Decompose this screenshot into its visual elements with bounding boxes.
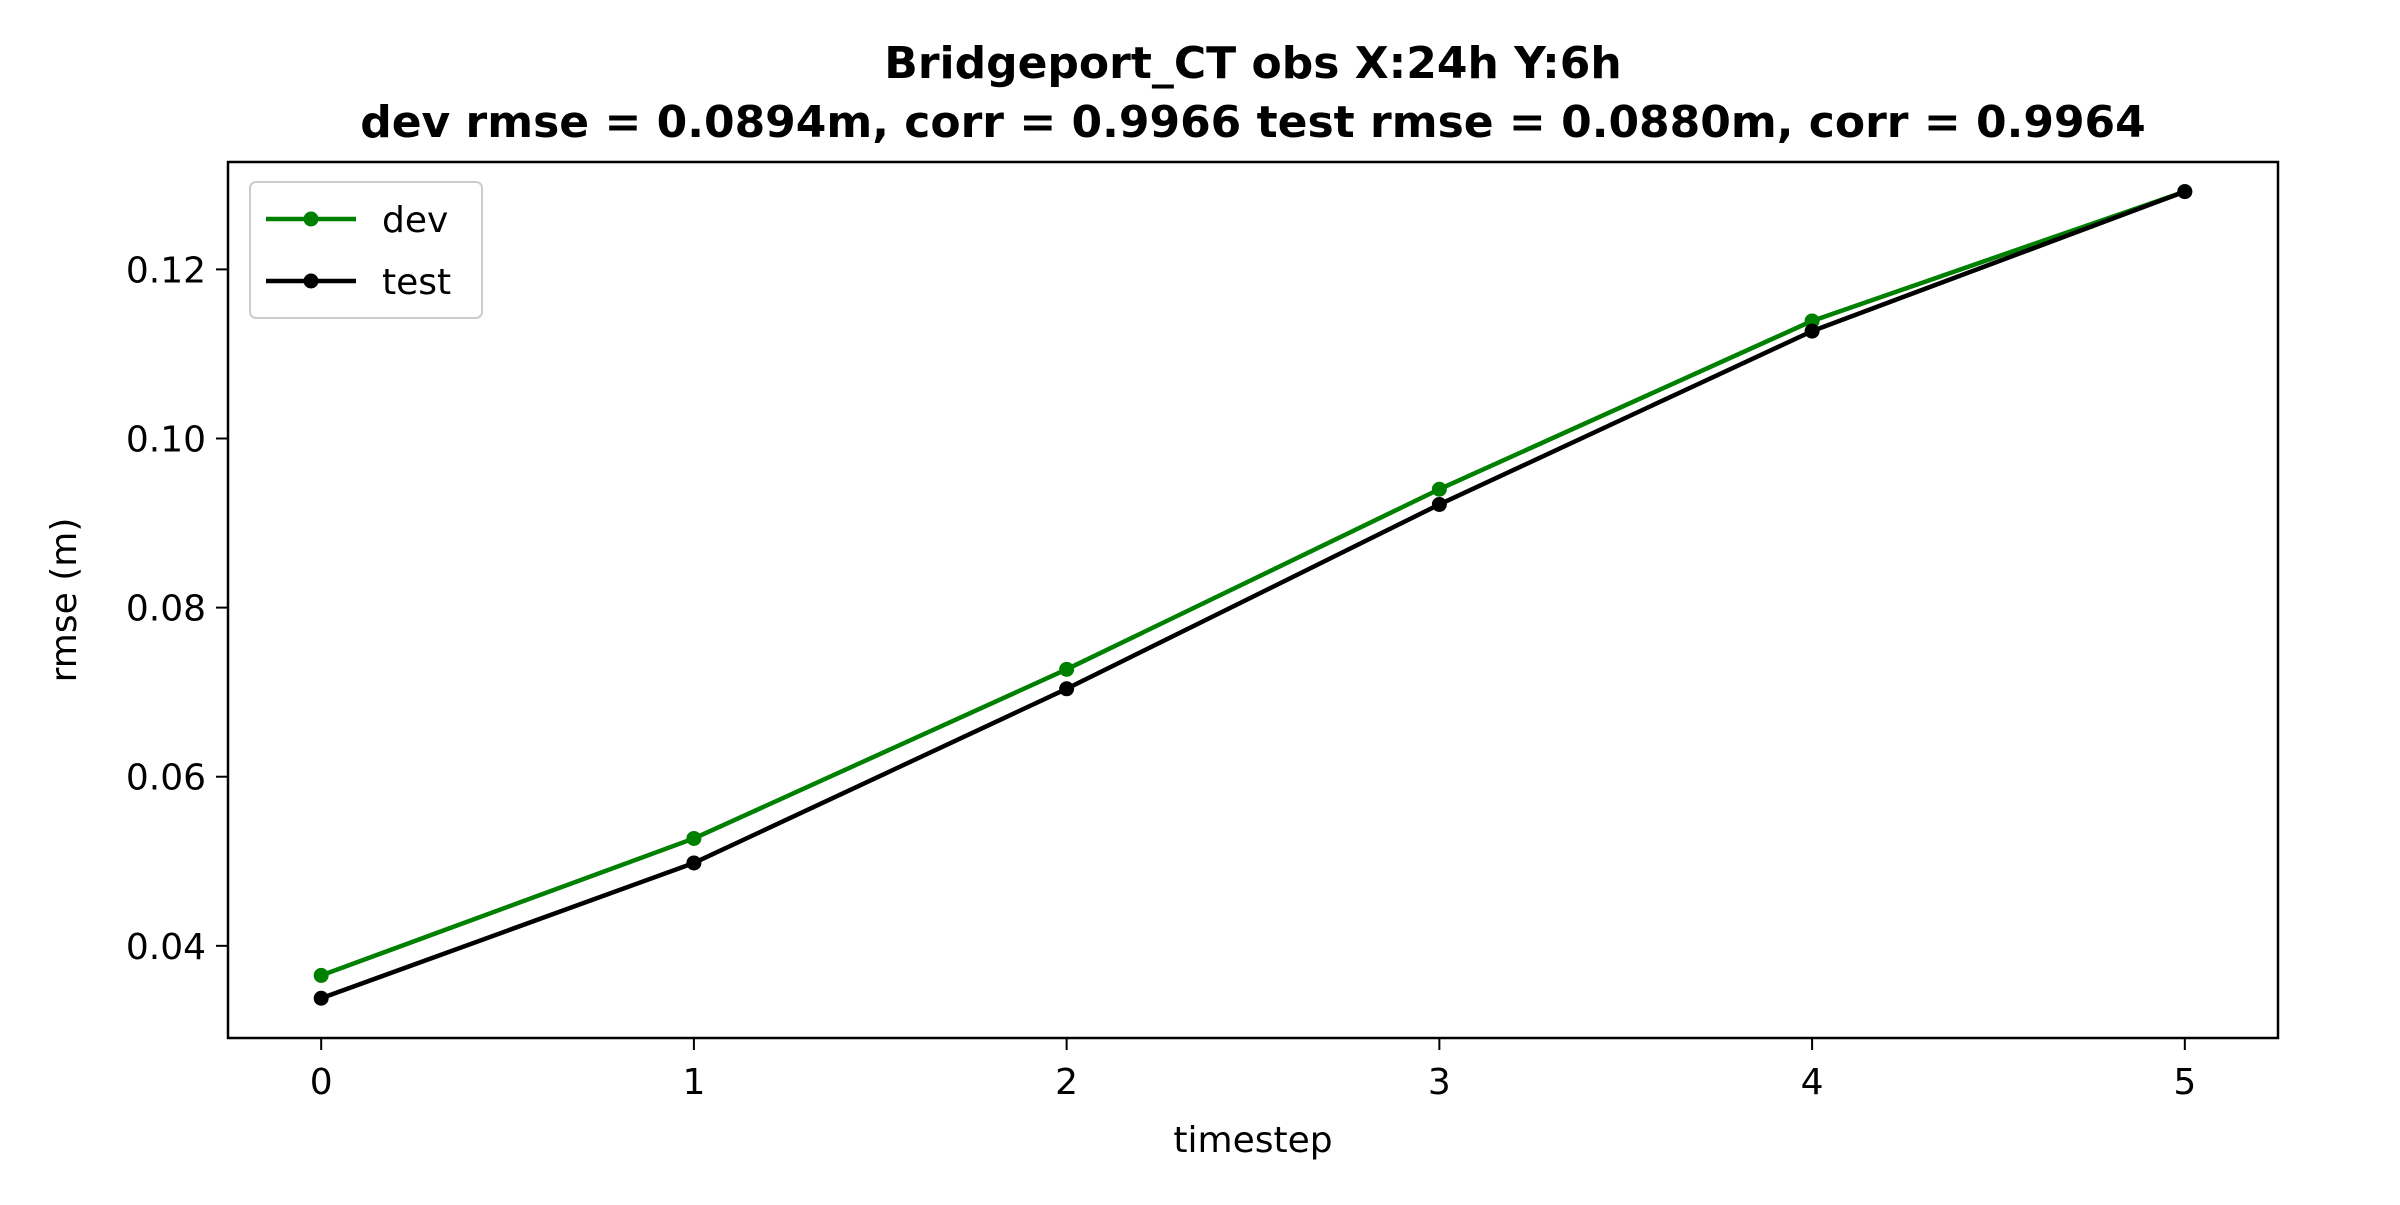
x-tick-label: 2 [1055,1062,1078,1103]
chart-subtitle: dev rmse = 0.0894m, corr = 0.9966 test r… [360,97,2146,148]
series-line-dev [320,189,2186,978]
data-point-dev [1431,481,1447,497]
data-point-dev [1059,661,1075,677]
legend-label-test: test [382,262,451,303]
legend-label-dev: dev [382,200,448,241]
y-tick-label: 0.10 [126,419,206,460]
legend: dev test [249,181,483,319]
axes: 0 1 2 3 4 5 0.04 0.06 0.08 0.10 0.12 [126,250,2196,1103]
series-line-test [320,189,2186,1001]
data-point-test [686,855,702,871]
x-tick-label: 3 [1428,1062,1451,1103]
y-axis-label: rmse (m) [44,518,85,683]
legend-marker-test [303,273,319,289]
data-point-test [313,990,329,1006]
data-point-test [2177,184,2193,200]
y-tick-label: 0.08 [126,589,206,630]
x-axis-label: timestep [1173,1120,1332,1161]
x-tick-label: 1 [682,1062,705,1103]
data-point-dev [313,967,329,983]
x-tick-label: 0 [310,1062,333,1103]
x-tick-label: 4 [1801,1062,1824,1103]
y-tick-label: 0.12 [126,250,206,291]
plot-area [313,184,2193,1006]
data-point-test [1059,681,1075,697]
chart-title: Bridgeport_CT obs X:24h Y:6h [884,38,1621,89]
data-point-test [1804,323,1820,339]
y-tick-label: 0.04 [126,927,206,968]
x-tick-label: 5 [2173,1062,2196,1103]
data-point-test [1431,496,1447,512]
data-point-dev [686,830,702,846]
y-tick-label: 0.06 [126,758,206,799]
plot-frame [226,160,2280,1040]
legend-marker-dev [303,211,319,227]
